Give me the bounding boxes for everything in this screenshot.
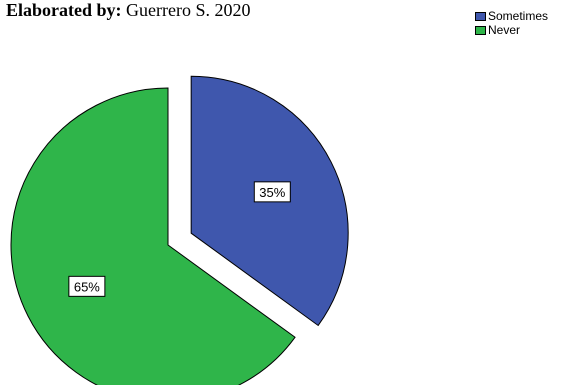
legend-item-sometimes: Sometimes: [475, 9, 548, 23]
svg-text:65%: 65%: [74, 279, 100, 294]
credit-line: Elaborated by: Guerrero S. 2020: [6, 0, 251, 21]
data-label-sometimes: 35%: [253, 181, 291, 203]
legend-swatch-sometimes: [475, 11, 486, 21]
legend-swatch-never: [475, 25, 486, 35]
legend-item-never: Never: [475, 23, 548, 37]
legend-label-never: Never: [488, 23, 521, 37]
data-label-never: 65%: [68, 275, 106, 297]
legend-label-sometimes: Sometimes: [488, 9, 549, 23]
chart-legend: Sometimes Never: [475, 9, 548, 37]
svg-text:35%: 35%: [259, 185, 285, 200]
pie-slice-never: [10, 87, 296, 385]
credit-label: Elaborated by:: [6, 0, 122, 20]
credit-text: Guerrero S. 2020: [126, 0, 251, 20]
